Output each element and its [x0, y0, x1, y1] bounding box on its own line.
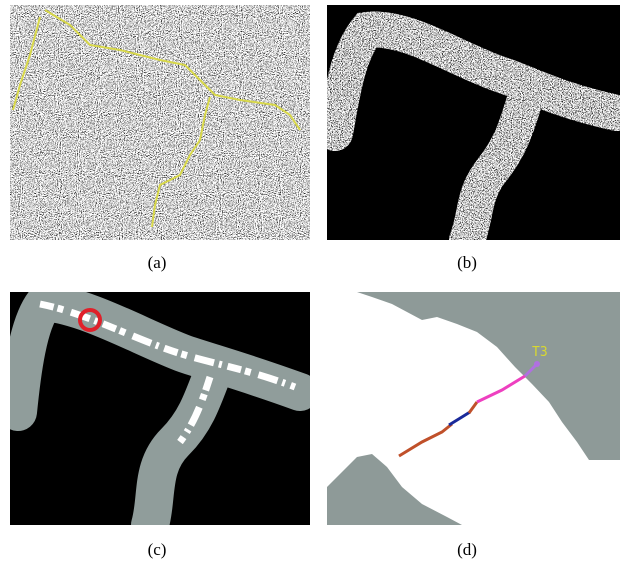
- figure: (a) (b) (c) T3 (d): [0, 0, 624, 562]
- vessel-texture: [327, 5, 624, 240]
- endpoint-label: T3: [532, 345, 548, 360]
- image-texture: [10, 5, 310, 240]
- panel-d: T3: [327, 292, 620, 525]
- panel-c: [10, 292, 310, 525]
- caption: (d): [457, 540, 477, 559]
- endpoint: [534, 361, 540, 367]
- caption: (a): [148, 253, 167, 272]
- caption: (b): [457, 253, 477, 272]
- vessel-region: [327, 5, 624, 240]
- panel-a: [10, 5, 310, 240]
- figure-canvas: (a) (b) (c) T3 (d): [0, 0, 624, 562]
- caption: (c): [148, 540, 167, 559]
- panel-b: [327, 5, 624, 240]
